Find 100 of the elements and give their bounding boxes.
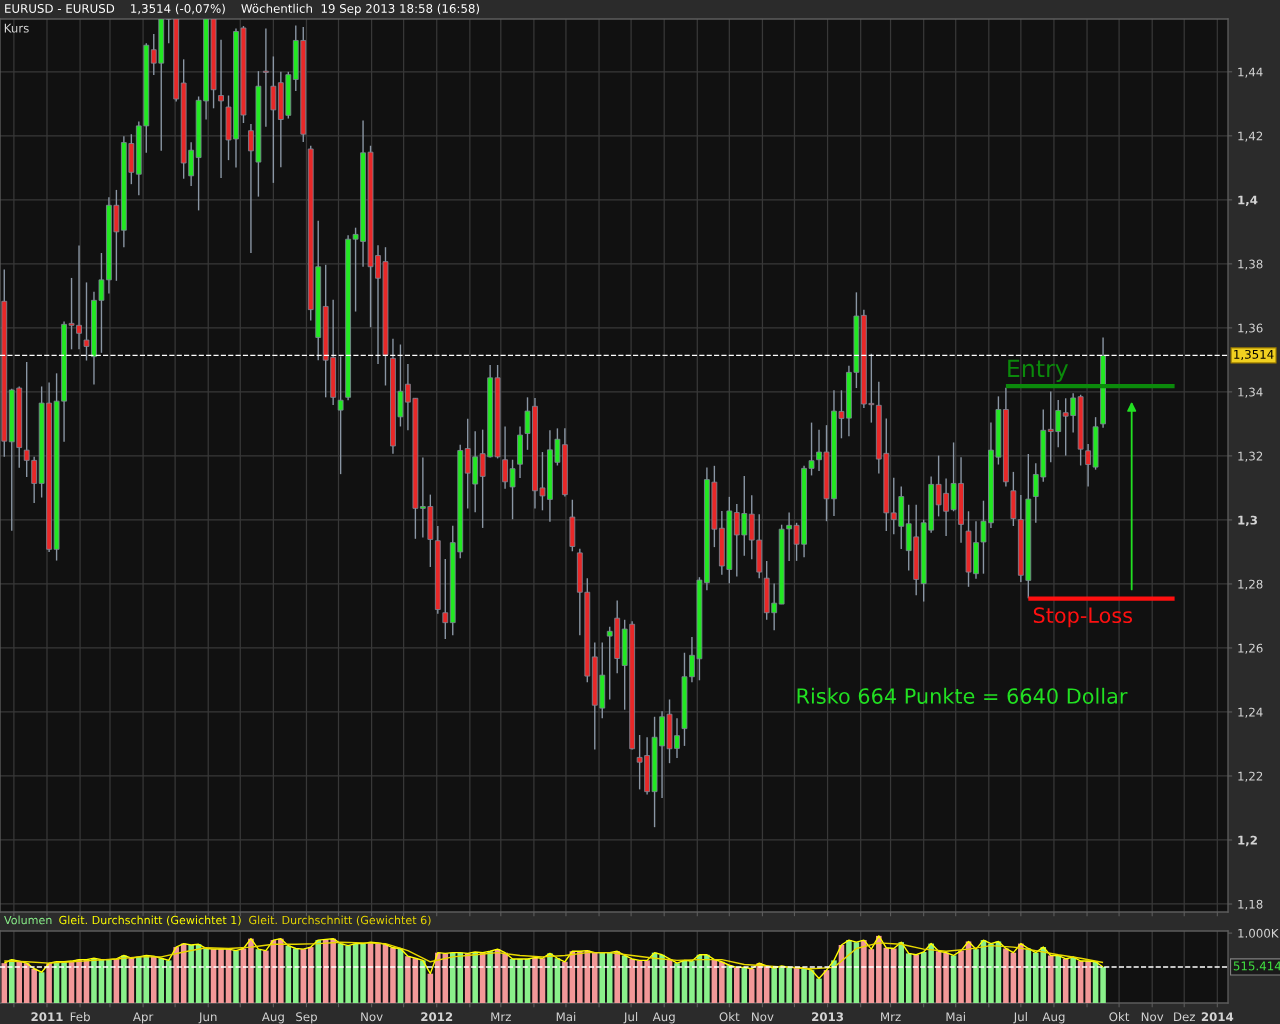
- bar: [1003, 948, 1009, 1003]
- bar: [8, 959, 15, 1003]
- bar: [898, 942, 905, 1003]
- bar: [106, 959, 112, 1003]
- bar: [1018, 943, 1024, 1003]
- x-tick-label: 2014: [1201, 1012, 1234, 1022]
- x-tick-label: 2013: [812, 1012, 844, 1022]
- bar: [913, 954, 919, 1003]
- x-tick-label: Aug: [1042, 1012, 1065, 1024]
- x-tick-label: 2012: [421, 1012, 453, 1022]
- bar: [547, 953, 553, 1003]
- y-tick-label: 1,28: [1238, 579, 1263, 590]
- bar: [1100, 966, 1106, 1003]
- bar: [405, 956, 411, 1003]
- x-tick-label: Okt: [1109, 1012, 1130, 1022]
- x-tick-label: Apr: [132, 1012, 154, 1024]
- bar: [577, 951, 583, 1003]
- x-tick-label: Dez: [1174, 1012, 1195, 1022]
- bar: [861, 940, 867, 1003]
- y-tick-label: 1.000K: [1238, 928, 1279, 938]
- y-tick-label: 1,18: [1238, 899, 1263, 910]
- bar: [61, 961, 67, 1003]
- bar: [330, 938, 336, 1003]
- bar: [876, 935, 882, 1003]
- bar: [188, 944, 194, 1003]
- x-tick-label: Nov: [752, 1012, 774, 1022]
- bar: [1070, 956, 1076, 1003]
- series-label: Gleit. Durchschnitt (Gewichtet 6): [249, 915, 431, 926]
- candlestick: [270, 55, 277, 184]
- bar: [487, 951, 493, 1003]
- candlestick: [263, 27, 269, 128]
- bar: [248, 938, 254, 1003]
- y-tick-label: 1,24: [1238, 707, 1263, 718]
- candlestick: [218, 39, 224, 179]
- x-tick-label: Okt: [719, 1012, 740, 1022]
- bar: [532, 957, 538, 1003]
- y-tick-label: 1,3: [1238, 515, 1257, 527]
- x-tick-label: Sep: [296, 1012, 317, 1024]
- bar: [38, 972, 45, 1003]
- bar: [345, 945, 351, 1003]
- y-tick-label: 1,34: [1238, 387, 1263, 398]
- bar: [263, 950, 269, 1003]
- x-tick-label: 2011: [31, 1012, 63, 1022]
- y-tick-label: 1,2: [1238, 835, 1257, 847]
- bar: [734, 967, 740, 1003]
- bar: [203, 948, 209, 1003]
- bar: [1, 963, 8, 1003]
- bar: [46, 963, 52, 1003]
- bar: [136, 956, 142, 1003]
- y-tick-label: 1,44: [1238, 67, 1263, 78]
- bar: [435, 952, 441, 1003]
- bar: [890, 948, 897, 1003]
- series-label: Gleit. Durchschnitt (Gewichtet 1): [59, 915, 241, 926]
- bar: [121, 955, 127, 1003]
- x-tick-label: Nov: [1141, 1012, 1164, 1022]
- y-tick-label: 1,22: [1238, 771, 1263, 782]
- bar: [741, 967, 748, 1003]
- bar: [16, 961, 22, 1003]
- bar: [278, 938, 284, 1003]
- x-tick-label: Feb: [70, 1012, 90, 1022]
- y-tick-label: 1,36: [1238, 323, 1263, 334]
- x-tick-label: Mai: [946, 1012, 965, 1022]
- bar: [644, 960, 650, 1003]
- bar: [719, 961, 725, 1003]
- bar: [771, 968, 777, 1003]
- ref-line-label: 1,3514: [1234, 349, 1274, 361]
- x-tick-label: Jul: [1013, 1012, 1027, 1024]
- bar: [390, 947, 396, 1003]
- bar: [801, 968, 807, 1003]
- bar: [704, 954, 710, 1003]
- bar: [659, 954, 665, 1003]
- bar: [846, 940, 852, 1003]
- y-tick-label: 1,38: [1238, 259, 1263, 270]
- candlestick: [165, 19, 172, 45]
- bar: [502, 952, 508, 1003]
- bar: [831, 960, 837, 1003]
- bar: [606, 952, 613, 1003]
- x-tick-label: Jul: [623, 1012, 638, 1024]
- y-tick-label: 1,32: [1238, 451, 1263, 462]
- bar: [786, 967, 792, 1003]
- y-tick-label: 1,4: [1238, 195, 1258, 206]
- bar: [31, 968, 37, 1003]
- y-tick-label: 1,26: [1238, 643, 1263, 654]
- bar: [517, 958, 523, 1003]
- x-tick-label: Nov: [361, 1012, 383, 1022]
- x-tick-label: Mrz: [881, 1012, 901, 1021]
- bar: [592, 952, 598, 1003]
- x-tick-label: Jun: [198, 1012, 217, 1024]
- bar: [218, 949, 224, 1003]
- bar: [173, 947, 179, 1003]
- x-tick-label: Aug: [652, 1012, 675, 1024]
- candlestick: [337, 355, 344, 475]
- bar: [988, 943, 994, 1003]
- series-label: Entry: [1008, 359, 1069, 382]
- bar: [158, 958, 165, 1003]
- bar: [816, 978, 822, 1003]
- bar: [958, 950, 964, 1003]
- bar: [300, 949, 307, 1003]
- bar: [1085, 961, 1091, 1003]
- bar: [91, 958, 97, 1003]
